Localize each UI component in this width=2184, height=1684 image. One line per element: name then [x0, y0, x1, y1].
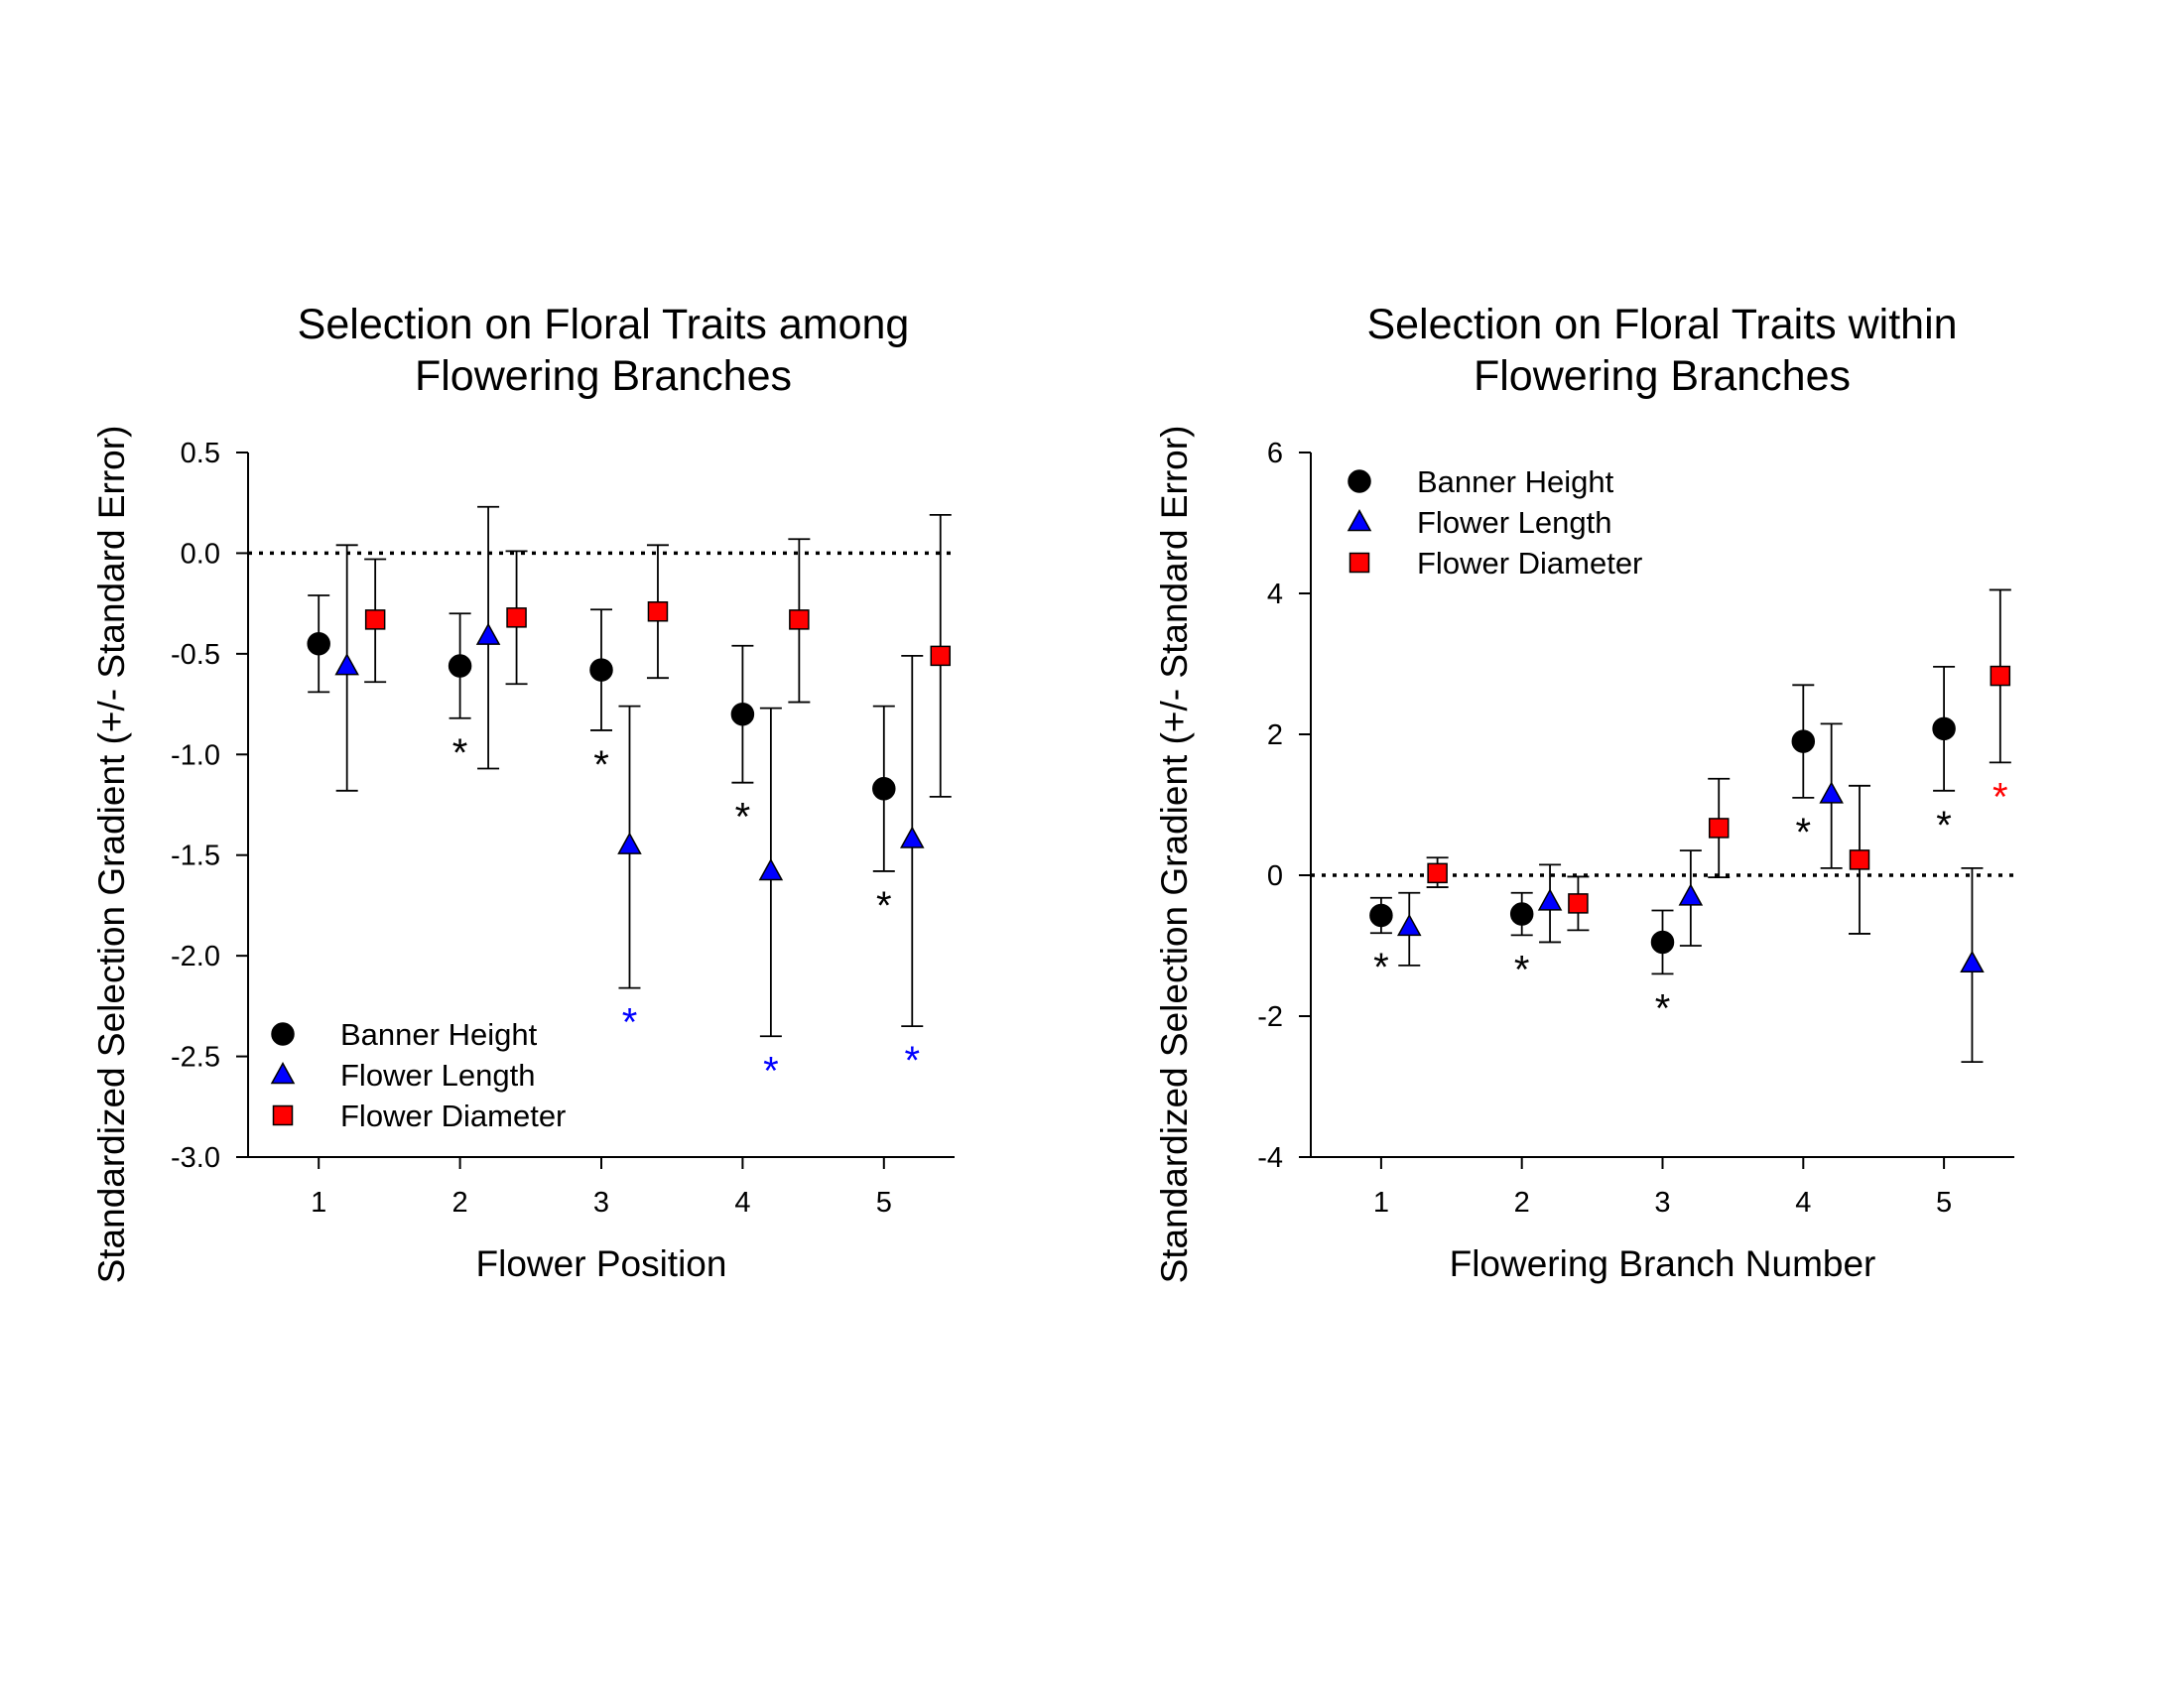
- legend-marker-circle: [1348, 469, 1371, 493]
- data-point-circle: [589, 658, 613, 682]
- chart-title-line: Flowering Branches: [1474, 352, 1851, 400]
- data-point-circle: [1650, 930, 1675, 955]
- x-tick-label: 5: [876, 1187, 892, 1219]
- series-flower-length: * * *: [334, 505, 925, 1093]
- x-tick-label: 2: [1514, 1187, 1530, 1219]
- data-point-triangle: [334, 653, 359, 676]
- data-point-triangle: [1678, 883, 1704, 906]
- significance-star: *: [876, 884, 892, 928]
- legend: Banner Height Flower Length Flower Diamete…: [270, 1017, 566, 1133]
- y-tick-label: 2: [1267, 719, 1283, 751]
- x-tick-label: 1: [1373, 1187, 1389, 1219]
- chart-panel-among-branches: Selection on Floral Traits amongFlowerin…: [91, 301, 955, 1284]
- series-banner-height: * * * * *: [1369, 665, 1956, 1030]
- x-axis-label: Flower Position: [476, 1243, 727, 1284]
- legend-label: Flower Diameter: [1417, 546, 1642, 581]
- x-tick-label: 2: [452, 1187, 468, 1219]
- legend-label: Flower Length: [340, 1058, 535, 1093]
- y-axis-label: Standardized Selection Gradient (+/- Sta…: [91, 426, 132, 1284]
- legend-label: Banner Height: [1417, 464, 1614, 499]
- x-tick-label: 5: [1936, 1187, 1952, 1219]
- data-point-square: [930, 645, 952, 667]
- y-tick-label: 4: [1267, 579, 1283, 610]
- significance-star: *: [1655, 986, 1671, 1030]
- legend-marker-circle: [271, 1022, 295, 1046]
- x-tick-label: 4: [734, 1187, 750, 1219]
- data-point-triangle: [617, 832, 642, 854]
- x-tick-label: 3: [1654, 1187, 1670, 1219]
- y-tick-label: -0.5: [171, 639, 220, 671]
- y-tick-label: 6: [1267, 438, 1283, 469]
- data-point-triangle: [758, 857, 784, 881]
- y-tick-label: -2.5: [171, 1042, 220, 1074]
- x-tick-label: 1: [311, 1187, 326, 1219]
- x-tick-label: 4: [1795, 1187, 1811, 1219]
- data-point-circle: [1369, 903, 1393, 928]
- legend-marker-square: [1349, 552, 1370, 574]
- y-tick-label: -2: [1257, 1001, 1283, 1033]
- data-point-circle: [1791, 729, 1816, 753]
- significance-star: *: [904, 1039, 920, 1083]
- significance-star: *: [763, 1049, 779, 1093]
- significance-star: *: [1936, 804, 1952, 847]
- x-axis-label: Flowering Branch Number: [1450, 1243, 1876, 1284]
- data-point-square: [1708, 818, 1730, 839]
- legend-marker-triangle: [1347, 509, 1372, 532]
- data-point-circle: [448, 654, 472, 678]
- y-tick-label: -1.5: [171, 841, 220, 872]
- data-point-square: [647, 601, 669, 622]
- data-point-circle: [872, 777, 896, 801]
- x-tick-label: 3: [593, 1187, 609, 1219]
- y-tick-label: -1.0: [171, 739, 220, 771]
- data-point-circle: [1509, 902, 1534, 926]
- data-point-square: [506, 607, 527, 628]
- data-point-circle: [730, 702, 755, 726]
- data-point-triangle: [475, 622, 501, 645]
- legend-label: Banner Height: [340, 1017, 538, 1052]
- chart-title-line: Flowering Branches: [415, 352, 792, 400]
- data-point-square: [1427, 862, 1448, 884]
- data-point-square: [789, 609, 810, 630]
- chart-title-line: Selection on Floral Traits within: [1366, 301, 1957, 348]
- data-point-square: [1990, 665, 2011, 687]
- data-point-square: [1568, 893, 1589, 914]
- data-point-triangle: [1537, 888, 1563, 911]
- significance-star: *: [1514, 948, 1530, 991]
- significance-star: *: [622, 1001, 638, 1045]
- data-point-triangle: [1819, 781, 1844, 804]
- legend-marker-triangle: [270, 1062, 296, 1085]
- data-point-square: [364, 609, 386, 630]
- significance-star: *: [452, 731, 468, 775]
- data-point-triangle: [1960, 950, 1985, 973]
- y-tick-label: 0.0: [181, 538, 220, 570]
- significance-star: *: [1373, 946, 1389, 989]
- series-flower-diameter: [364, 513, 952, 798]
- y-axis-label: Standardized Selection Gradient (+/- Sta…: [1154, 426, 1195, 1284]
- y-tick-label: -4: [1257, 1142, 1283, 1174]
- y-tick-label: -3.0: [171, 1142, 220, 1174]
- legend-label: Flower Diameter: [340, 1099, 566, 1133]
- data-point-triangle: [900, 826, 925, 848]
- data-point-circle: [307, 631, 330, 656]
- chart-panel-within-branches: Selection on Floral Traits withinFloweri…: [1154, 301, 2014, 1284]
- y-tick-label: -2.0: [171, 941, 220, 972]
- legend-label: Flower Length: [1417, 505, 1611, 540]
- significance-star: *: [735, 796, 751, 840]
- data-point-circle: [1932, 716, 1956, 741]
- significance-star: *: [593, 743, 609, 787]
- data-point-square: [1849, 849, 1870, 870]
- series-flower-length: [1396, 722, 1985, 1064]
- y-tick-label: 0.5: [181, 438, 220, 469]
- series-banner-height: * * * *: [307, 594, 896, 928]
- series-flower-diameter: *: [1426, 588, 2011, 935]
- significance-star: *: [1796, 811, 1812, 854]
- chart-title-line: Selection on Floral Traits among: [298, 301, 910, 348]
- data-point-triangle: [1396, 913, 1422, 937]
- significance-star: *: [1992, 775, 2008, 819]
- y-tick-label: 0: [1267, 860, 1283, 892]
- legend: Banner Height Flower Length Flower Diamete…: [1347, 464, 1642, 581]
- legend-marker-square: [272, 1104, 294, 1126]
